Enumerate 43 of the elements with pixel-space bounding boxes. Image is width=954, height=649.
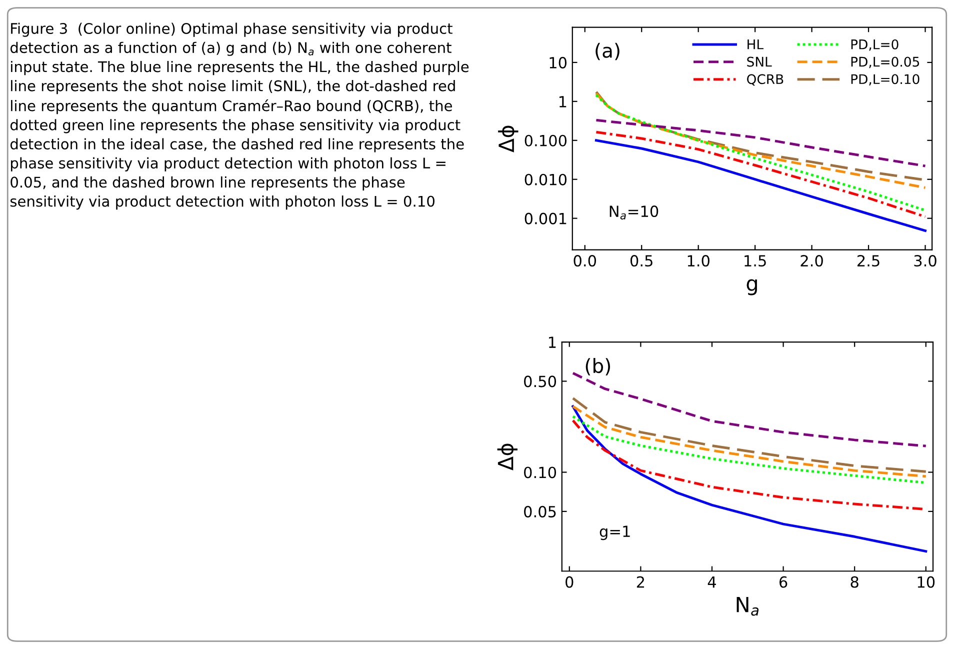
line-series bbox=[594, 139, 926, 232]
annotation: (b) bbox=[586, 358, 610, 376]
x-tick-label: 2.0 bbox=[800, 254, 823, 267]
text: Figure 3 (Color online) Optimal phase sensitivity via product detection as a function of (a) g and (b) N$_{a}$ with one coherent input state. The blue line represents the HL, the dashed purple line represents the shot noise limit (SNL), the dot-dashed red line represents the quantum Cramér–Rao bound (QCRB), the dotted green line represents the phase sensitivity via product detection in the ideal case, the dashed red line represents the phase sensitivity via product detection with photon loss L = 0.05, and the dashed brown line represents the phase sensitivity via product detection with photon loss L = 0.10 bbox=[10, 22, 469, 210]
y-tick-label: 0.100 bbox=[524, 134, 567, 146]
x-tick-label: 2.5 bbox=[857, 254, 880, 267]
legend-label: PD,L=0 bbox=[851, 39, 898, 51]
x-tick-label: 1.0 bbox=[688, 254, 710, 267]
line-series bbox=[572, 405, 928, 478]
legend-label: HL bbox=[748, 40, 764, 50]
x-tick-label: 4 bbox=[708, 576, 716, 588]
y-tick-label: 0.05 bbox=[524, 506, 556, 518]
y-tick-label: 0.001 bbox=[524, 212, 566, 224]
x-axis-title: g bbox=[746, 279, 757, 296]
x-tick-label: 1.5 bbox=[744, 255, 766, 267]
x-tick-label: 10 bbox=[918, 576, 935, 588]
line-series bbox=[572, 396, 928, 473]
y-tick-label: 1 bbox=[559, 96, 566, 108]
annotation: (a) bbox=[596, 42, 620, 60]
x-tick-label: 3.0 bbox=[914, 254, 936, 267]
y-tick-label: 0.10 bbox=[524, 466, 556, 478]
line-series bbox=[594, 130, 926, 218]
x-tick-label: 0.5 bbox=[630, 254, 652, 267]
legend-label: PD,L=0.10 bbox=[851, 74, 920, 86]
x-tick-label: 6 bbox=[779, 576, 788, 588]
legend-label: QCRB bbox=[747, 74, 784, 86]
x-tick-label: 0.0 bbox=[574, 254, 596, 267]
y-tick-label: 1 bbox=[549, 336, 556, 348]
annotation: g=1 bbox=[600, 526, 630, 540]
y-tick-label: 0.50 bbox=[524, 376, 556, 388]
legend-label: SNL bbox=[747, 56, 772, 67]
x-tick-label: 2 bbox=[636, 576, 644, 588]
legend-label: PD,L=0.05 bbox=[851, 56, 920, 68]
x-tick-label: 0 bbox=[566, 576, 574, 588]
line-series bbox=[572, 405, 928, 553]
y-tick-label: 0.010 bbox=[524, 174, 567, 186]
annotation: N$_{a}$=10 bbox=[610, 205, 658, 220]
y-axis-title: Δϕ bbox=[497, 444, 518, 470]
y-axis-title: Δϕ bbox=[498, 126, 518, 152]
line-series bbox=[594, 118, 926, 168]
x-tick-label: 8 bbox=[850, 576, 858, 588]
x-axis-title: N$_{a}$ bbox=[736, 596, 759, 616]
y-tick-label: 10 bbox=[550, 56, 567, 68]
